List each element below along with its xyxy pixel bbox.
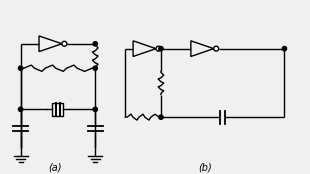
Text: (b): (b) [198,163,212,173]
Text: (a): (a) [49,163,62,173]
Circle shape [282,46,287,51]
Bar [52,103,64,116]
Circle shape [62,41,67,46]
Circle shape [18,107,23,112]
Circle shape [93,42,97,46]
Circle shape [93,107,97,112]
Circle shape [159,46,163,51]
Circle shape [18,66,23,70]
Circle shape [159,115,163,119]
Circle shape [156,46,161,51]
Circle shape [93,66,97,70]
Circle shape [214,46,219,51]
